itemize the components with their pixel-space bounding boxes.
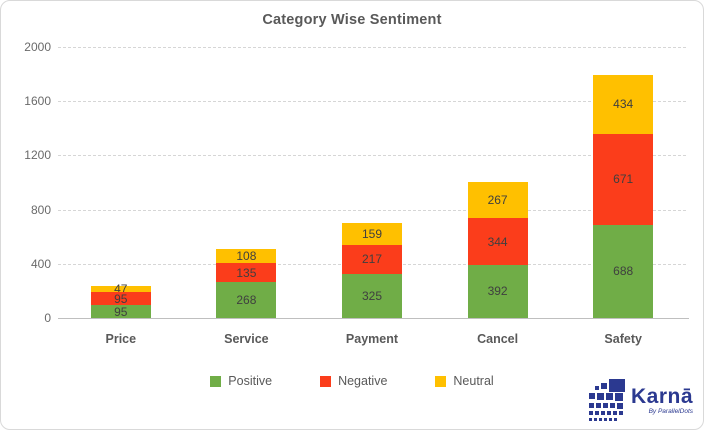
- y-tick-2000: 2000: [24, 40, 51, 54]
- y-tick-800: 800: [30, 202, 51, 217]
- bar-payment: 159 217 325: [342, 223, 402, 318]
- segment-negative-payment: 217: [342, 244, 402, 274]
- gridline-2000: [58, 47, 686, 48]
- brand-logo: Karnā By ParallelDots: [585, 379, 693, 423]
- value-label: 688: [613, 264, 634, 279]
- segment-negative-price: 95: [90, 291, 151, 306]
- segment-neutral-service: 108: [216, 248, 277, 264]
- value-label: 671: [613, 172, 634, 187]
- value-label: 95: [114, 291, 128, 306]
- brand-byline: By ParallelDots: [648, 408, 693, 415]
- legend-swatch-positive: [210, 375, 222, 387]
- segment-neutral-cancel: 267: [467, 182, 528, 219]
- y-tick-1600: 1600: [24, 94, 51, 109]
- y-tick-400: 400: [30, 256, 51, 271]
- value-label: 325: [361, 288, 383, 303]
- legend-item-neutral: Neutral: [435, 374, 494, 388]
- gridline-800: [58, 209, 686, 211]
- legend: Positive Negative Neutral: [1, 374, 703, 388]
- value-label: 344: [487, 234, 508, 249]
- legend-swatch-negative: [320, 375, 332, 387]
- segment-positive-service: 268: [216, 281, 277, 318]
- value-label: 392: [487, 284, 508, 299]
- brand-name: Karnā: [630, 385, 693, 408]
- value-label: 267: [487, 193, 508, 208]
- legend-item-negative: Negative: [320, 374, 387, 388]
- karna-logo-icon: [588, 379, 625, 421]
- segment-negative-cancel: 344: [467, 218, 528, 265]
- segment-positive-payment: 325: [342, 273, 402, 318]
- legend-item-positive: Positive: [210, 374, 272, 388]
- segment-neutral-price: 47: [90, 282, 151, 297]
- gridline-1200: [58, 155, 686, 157]
- value-label: 268: [236, 292, 257, 307]
- segment-positive-safety: 688: [593, 224, 654, 318]
- x-tick-service: Service: [224, 332, 269, 346]
- segment-positive-cancel: 392: [467, 264, 528, 318]
- value-label: 135: [236, 265, 257, 280]
- segment-neutral-safety: 434: [593, 75, 654, 134]
- bar-service: 108 135 268: [216, 248, 277, 318]
- x-tick-price: Price: [105, 332, 137, 346]
- value-label: 217: [361, 252, 383, 267]
- y-tick-0: 0: [44, 311, 51, 325]
- legend-swatch-neutral: [435, 375, 447, 387]
- x-axis-line: [58, 318, 689, 319]
- chart-title: Category Wise Sentiment: [262, 12, 442, 28]
- segment-neutral-payment: 159: [342, 223, 402, 245]
- value-label: 47: [114, 282, 128, 297]
- value-label: 159: [361, 226, 383, 241]
- legend-label: Neutral: [453, 374, 494, 388]
- bar-price: 47 95 95: [90, 282, 151, 319]
- legend-label: Negative: [338, 374, 388, 388]
- segment-negative-safety: 671: [593, 133, 654, 225]
- gridline-1600: [58, 101, 686, 103]
- segment-negative-service: 135: [216, 263, 277, 282]
- value-label: 434: [613, 97, 634, 112]
- x-tick-safety: Safety: [604, 332, 642, 346]
- y-tick-1200: 1200: [24, 148, 51, 163]
- legend-label: Positive: [228, 374, 273, 388]
- bar-cancel: 267 344 392: [467, 182, 528, 318]
- x-tick-cancel: Cancel: [477, 332, 519, 346]
- segment-positive-price: 95: [90, 304, 151, 319]
- bar-safety: 434 671 688: [593, 75, 654, 318]
- value-label: 108: [236, 249, 257, 264]
- value-label: 95: [114, 304, 128, 319]
- x-tick-payment: Payment: [345, 332, 399, 346]
